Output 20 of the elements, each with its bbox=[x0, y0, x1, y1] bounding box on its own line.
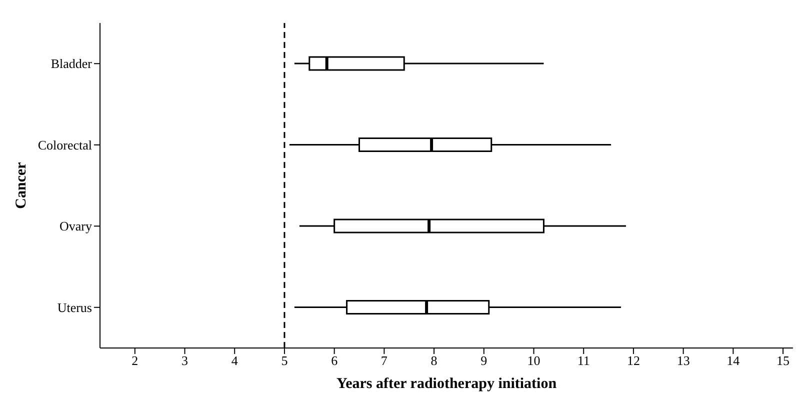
x-tick-label: 7 bbox=[380, 353, 388, 368]
x-tick-label: 9 bbox=[480, 353, 488, 368]
x-tick-label: 4 bbox=[231, 353, 238, 368]
x-tick-label: 6 bbox=[331, 353, 338, 368]
x-tick-label: 15 bbox=[776, 353, 790, 368]
x-tick-label: 5 bbox=[281, 353, 288, 368]
x-tick-label: 3 bbox=[182, 353, 188, 368]
y-tick-label: Bladder bbox=[50, 56, 93, 72]
x-tick-label: 11 bbox=[577, 353, 590, 368]
y-tick-label: Colorectal bbox=[38, 137, 92, 152]
x-tick-label: 14 bbox=[726, 353, 740, 368]
y-tick-label: Uterus bbox=[57, 300, 92, 315]
y-axis-title: Cancer bbox=[13, 162, 30, 209]
y-tick-label: Ovary bbox=[60, 218, 92, 234]
x-tick-label: 12 bbox=[626, 353, 640, 368]
x-tick-label: 2 bbox=[132, 353, 138, 368]
x-axis-title: Years after radiotherapy initiation bbox=[336, 376, 558, 392]
x-tick-label: 8 bbox=[430, 353, 438, 368]
x-tick-label: 13 bbox=[676, 353, 690, 368]
x-tick-label: 10 bbox=[527, 353, 540, 368]
